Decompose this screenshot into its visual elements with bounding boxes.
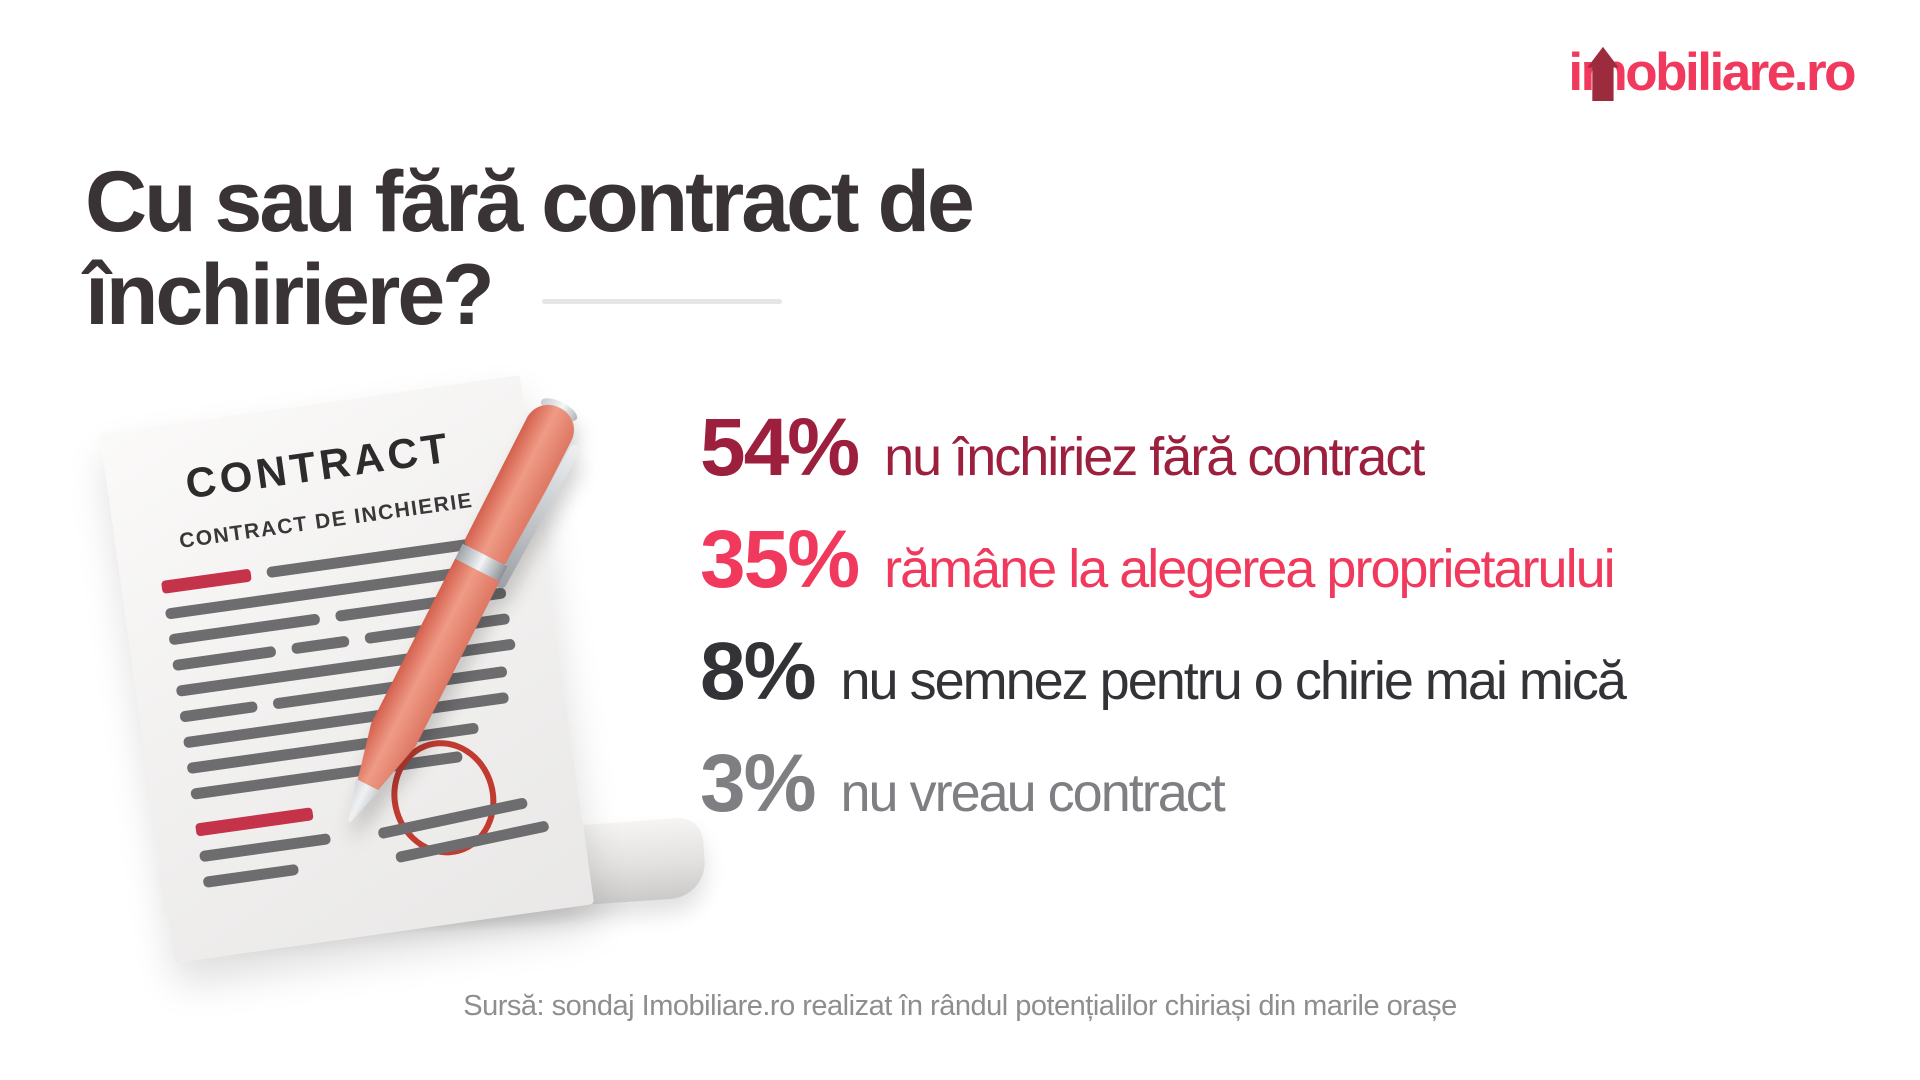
stat-row: 35% rămâne la alegerea proprietarului: [700, 504, 1625, 616]
doc-red-bar: [160, 568, 252, 594]
doc-line-bar: [290, 635, 350, 655]
stat-row: 8% nu semnez pentru o chirie mai mică: [700, 616, 1627, 728]
stat-value: 3%: [700, 738, 817, 829]
stat-label: rămâne la alegerea proprietarului: [884, 539, 1615, 599]
doc-line-bar: [198, 833, 332, 863]
doc-line-bar: [172, 645, 277, 672]
logo-text-rest: obiliare.ro: [1625, 43, 1856, 102]
stat-label: nu semnez pentru o chirie mai mică: [840, 651, 1627, 711]
logo-text-i: i: [1568, 43, 1583, 102]
contract-illustration: CONTRACT CONTRACT DE INCHIERIE: [99, 290, 720, 963]
imobiliare-logo: imobiliare.ro: [1568, 42, 1856, 103]
stats-list: 54% nu închiriez fără contract 35% rămân…: [700, 392, 1627, 840]
doc-line-bar: [179, 700, 259, 723]
doc-line-bar: [168, 613, 321, 646]
stat-value: 8%: [700, 626, 817, 717]
page-title: Cu sau fără contract de închiriere?: [85, 153, 1285, 344]
stat-row: 3% nu vreau contract: [700, 728, 1625, 840]
stat-value: 54%: [700, 402, 860, 493]
doc-line-bar: [202, 863, 300, 889]
doc-red-bar: [195, 807, 314, 837]
logo-letter-m: m: [1581, 42, 1628, 103]
stat-value: 35%: [700, 514, 860, 605]
source-note: Sursă: sondaj Imobiliare.ro realizat în …: [463, 990, 1457, 1022]
stat-label: nu vreau contract: [840, 763, 1226, 823]
title-line-2: închiriere?: [85, 247, 495, 344]
title-divider-line: [541, 299, 782, 305]
stat-label: nu închiriez fără contract: [884, 427, 1425, 487]
title-line-1: Cu sau fără contract de: [85, 153, 975, 250]
stat-row: 54% nu închiriez fără contract: [700, 392, 1625, 504]
